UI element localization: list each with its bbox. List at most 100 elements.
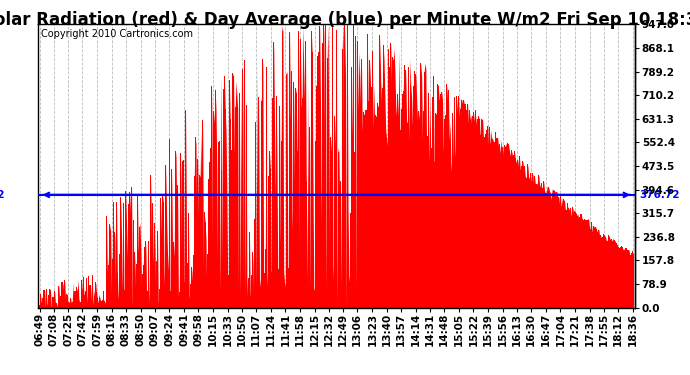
- Bar: [175, 151, 177, 308]
- Bar: [151, 256, 152, 307]
- Bar: [141, 290, 142, 308]
- Bar: [411, 98, 412, 308]
- Bar: [468, 123, 469, 308]
- Bar: [91, 300, 92, 307]
- Bar: [152, 203, 153, 308]
- Bar: [103, 291, 104, 308]
- Bar: [205, 222, 206, 308]
- Bar: [75, 291, 76, 308]
- Bar: [304, 105, 305, 308]
- Bar: [210, 207, 211, 308]
- Bar: [601, 238, 602, 308]
- Bar: [484, 137, 485, 308]
- Bar: [53, 297, 55, 307]
- Bar: [476, 127, 477, 308]
- Bar: [482, 120, 483, 308]
- Bar: [509, 151, 510, 308]
- Bar: [367, 34, 368, 308]
- Bar: [598, 230, 600, 308]
- Bar: [281, 141, 282, 308]
- Bar: [258, 98, 259, 308]
- Bar: [543, 182, 544, 308]
- Bar: [539, 184, 540, 308]
- Bar: [375, 115, 376, 308]
- Bar: [381, 104, 382, 308]
- Bar: [158, 304, 159, 307]
- Bar: [194, 176, 195, 308]
- Bar: [313, 288, 314, 308]
- Bar: [544, 190, 545, 308]
- Bar: [266, 273, 268, 308]
- Bar: [527, 164, 529, 308]
- Bar: [236, 81, 237, 308]
- Bar: [616, 243, 617, 308]
- Bar: [187, 263, 188, 308]
- Bar: [284, 282, 285, 308]
- Bar: [44, 290, 45, 308]
- Bar: [72, 283, 73, 308]
- Bar: [138, 252, 139, 308]
- Bar: [464, 104, 466, 308]
- Bar: [489, 127, 490, 308]
- Bar: [392, 57, 393, 308]
- Bar: [204, 212, 205, 308]
- Bar: [488, 144, 489, 308]
- Bar: [621, 246, 622, 308]
- Bar: [311, 32, 312, 308]
- Bar: [328, 134, 329, 308]
- Bar: [278, 269, 279, 308]
- Bar: [65, 300, 66, 307]
- Bar: [404, 121, 405, 308]
- Bar: [124, 290, 126, 308]
- Bar: [289, 32, 290, 308]
- Bar: [211, 86, 213, 308]
- Bar: [597, 232, 598, 308]
- Bar: [226, 192, 227, 308]
- Bar: [454, 98, 455, 308]
- Bar: [163, 202, 164, 308]
- Bar: [405, 69, 406, 308]
- Bar: [410, 59, 411, 308]
- Bar: [248, 278, 249, 308]
- Bar: [241, 285, 242, 308]
- Bar: [540, 187, 541, 308]
- Bar: [584, 219, 585, 308]
- Bar: [218, 142, 219, 308]
- Bar: [306, 281, 308, 308]
- Bar: [256, 287, 257, 308]
- Bar: [69, 303, 70, 307]
- Bar: [319, 26, 320, 307]
- Bar: [317, 280, 318, 308]
- Bar: [521, 165, 522, 308]
- Bar: [574, 211, 575, 308]
- Bar: [406, 121, 407, 308]
- Bar: [357, 111, 359, 308]
- Bar: [535, 184, 537, 308]
- Bar: [39, 305, 40, 308]
- Bar: [257, 282, 258, 308]
- Bar: [571, 216, 572, 308]
- Bar: [322, 44, 323, 308]
- Bar: [625, 248, 626, 308]
- Bar: [387, 146, 388, 308]
- Bar: [178, 296, 179, 307]
- Bar: [189, 300, 190, 307]
- Bar: [507, 143, 508, 308]
- Bar: [519, 156, 520, 308]
- Bar: [49, 289, 50, 308]
- Bar: [546, 186, 547, 308]
- Bar: [243, 302, 244, 307]
- Bar: [523, 168, 524, 308]
- Bar: [294, 198, 295, 308]
- Bar: [431, 148, 432, 308]
- Text: 376.72: 376.72: [0, 190, 5, 200]
- Bar: [455, 165, 456, 308]
- Bar: [206, 301, 207, 307]
- Bar: [321, 222, 322, 308]
- Bar: [197, 159, 198, 308]
- Bar: [137, 194, 138, 308]
- Bar: [580, 214, 581, 308]
- Bar: [102, 300, 103, 307]
- Bar: [440, 94, 442, 308]
- Bar: [613, 244, 614, 308]
